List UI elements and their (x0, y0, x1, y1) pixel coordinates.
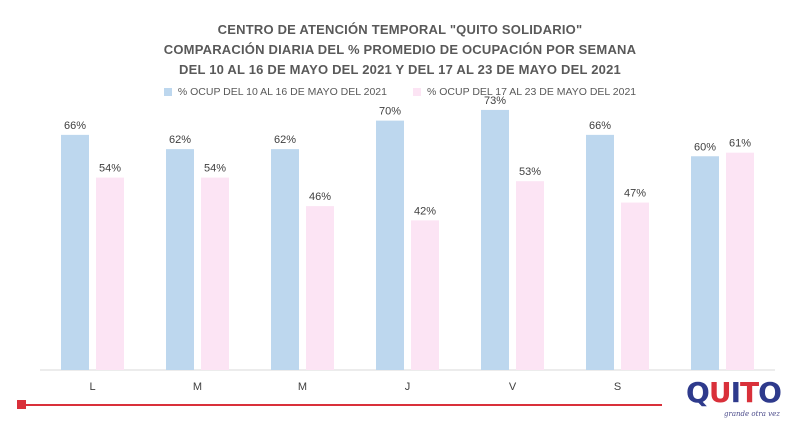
data-label-series-1-4: 73% (484, 95, 506, 107)
x-tick-label-0: L (89, 381, 95, 393)
bar-series-2-2 (306, 206, 334, 370)
legend-label-series-1: % OCUP DEL 10 AL 16 DE MAYO DEL 2021 (177, 86, 387, 98)
bar-series-1-2 (271, 149, 299, 370)
decorative-square (17, 400, 26, 409)
x-tick-label-3: J (405, 381, 411, 393)
bar-series-1-5 (586, 134, 614, 370)
data-label-series-2-0: 54% (99, 163, 121, 175)
legend-label-series-2: % OCUP DEL 17 AL 23 DE MAYO DEL 2021 (427, 86, 637, 98)
legend-item-series-1: % OCUP DEL 10 AL 16 DE MAYO DEL 2021 (163, 86, 387, 98)
bar-series-2-1 (201, 177, 229, 370)
x-tick-label-4: V (509, 381, 517, 393)
bar-series-1-3 (376, 120, 404, 370)
data-label-series-1-5: 66% (589, 120, 611, 132)
chart-title-line-1: CENTRO DE ATENCIÓN TEMPORAL "QUITO SOLID… (217, 22, 583, 37)
x-tick-label-1: M (193, 381, 202, 393)
data-label-series-2-2: 46% (309, 191, 331, 203)
legend-swatch-series-1 (163, 88, 172, 96)
x-tick-label-2: M (298, 381, 307, 393)
bar-series-1-4 (481, 109, 509, 370)
chart-title-line-2: COMPARACIÓN DIARIA DEL % PROMEDIO DE OCU… (163, 42, 637, 57)
data-label-series-1-2: 62% (274, 134, 296, 146)
bar-series-2-0 (96, 177, 124, 370)
decorative-line (22, 404, 662, 406)
x-tick-label-5: S (614, 381, 621, 393)
data-label-series-2-6: 61% (729, 138, 751, 150)
chart-legend: % OCUP DEL 10 AL 16 DE MAYO DEL 2021 % O… (0, 86, 800, 98)
bar-series-1-6 (691, 156, 719, 370)
legend-swatch-series-2 (413, 88, 421, 96)
bar-series-1-1 (166, 149, 194, 370)
data-label-series-2-1: 54% (204, 163, 226, 175)
legend-item-series-2: % OCUP DEL 17 AL 23 DE MAYO DEL 2021 (413, 86, 636, 98)
quito-logo: QUITO grande otra vez (686, 376, 786, 428)
data-label-series-1-0: 66% (64, 120, 86, 132)
bar-series-2-6 (726, 152, 754, 370)
bar-series-2-4 (516, 181, 544, 370)
chart-title-line-3: DEL 10 AL 16 DE MAYO DEL 2021 Y DEL 17 A… (179, 62, 621, 77)
data-label-series-2-5: 47% (624, 188, 646, 200)
data-label-series-1-3: 70% (379, 106, 401, 118)
data-label-series-1-6: 60% (694, 141, 716, 153)
bar-series-2-5 (621, 202, 649, 370)
quito-logo-text: QUITO (686, 376, 782, 409)
bar-series-1-0 (61, 134, 89, 370)
quito-logo-tagline: grande otra vez (724, 410, 780, 418)
data-label-series-2-4: 53% (519, 166, 541, 178)
data-label-series-2-3: 42% (414, 205, 436, 217)
data-label-series-1-1: 62% (169, 134, 191, 146)
bar-series-2-3 (411, 220, 439, 370)
